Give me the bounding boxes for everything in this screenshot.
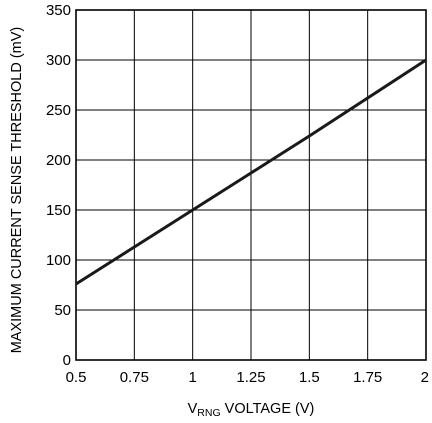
x-tick-label-6: 2 [421,369,429,386]
y-tick-label-2: 100 [46,252,71,269]
x-axis-label: VRNG VOLTAGE (V) [188,401,315,419]
y-tick-label-7: 350 [46,2,71,19]
x-tick-label-0: 0.5 [66,369,87,386]
x-tick-labels: 0.5 0.75 1 1.25 1.5 1.75 2 [66,369,429,386]
series-group [75,58,427,286]
x-axis-label-rest: VOLTAGE (V) [221,401,315,417]
x-tick-label-1: 0.75 [120,369,149,386]
y-tick-labels: 0 50 100 150 200 250 300 350 [46,2,71,369]
y-tick-label-1: 50 [54,302,71,319]
y-axis-label: MAXIMUM CURRENT SENSE THRESHOLD (mV) [9,27,25,354]
x-axis-label-main: V [188,401,198,417]
x-axis-label-subscript: RNG [197,407,220,419]
series-line-0 [75,58,427,286]
x-tick-label-3: 1.25 [236,369,265,386]
y-tick-label-3: 150 [46,202,71,219]
y-tick-label-4: 200 [46,152,71,169]
x-tick-label-5: 1.75 [353,369,382,386]
x-tick-label-4: 1.5 [299,369,320,386]
grid [75,9,427,361]
y-tick-label-0: 0 [63,352,71,369]
y-tick-label-6: 300 [46,52,71,69]
x-tick-label-2: 1 [188,369,196,386]
y-tick-label-5: 250 [46,102,71,119]
plot-frame [75,9,427,361]
